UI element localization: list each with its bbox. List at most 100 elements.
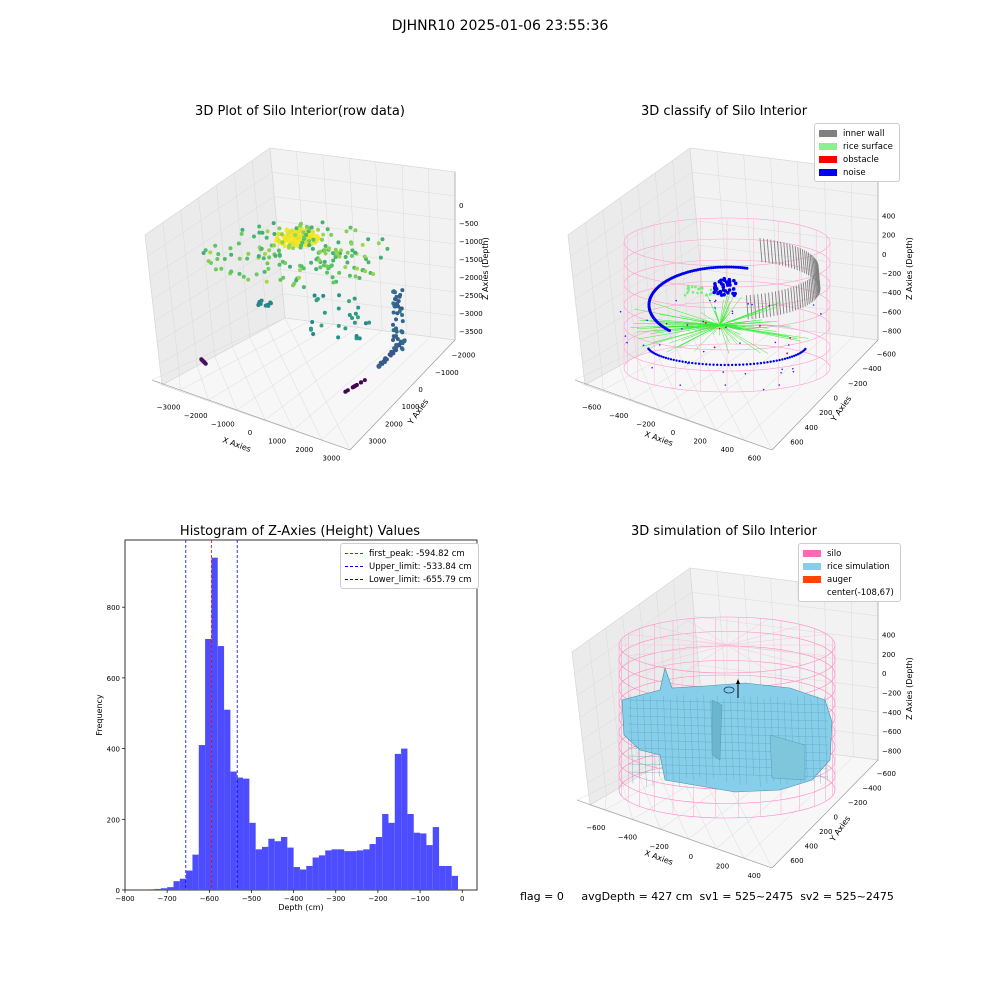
rice-surface-points [712,324,721,335]
data-point [355,315,360,320]
data-point [380,237,385,242]
data-point [203,248,208,253]
data-point [352,320,357,325]
data-point [307,243,312,248]
data-point [336,306,341,311]
rice-surface-points [698,287,702,290]
data-point [278,277,283,282]
data-point [321,293,326,298]
noise-points [719,363,723,367]
rice-surface-points [686,291,689,295]
data-point [391,322,396,327]
inner-wall-points [816,270,820,295]
x-tick-label: −600 [582,403,601,411]
z-tick-label: −500 [459,220,478,228]
data-point [355,266,360,271]
data-point [241,274,246,279]
data-point [276,248,281,253]
data-point [322,310,327,315]
data-point [322,247,327,252]
data-point [311,332,316,337]
data-point [399,329,404,334]
noise-points [729,265,733,269]
rice-surface-points [681,324,721,342]
data-point [362,254,367,259]
rice-surface-points [701,286,704,290]
noise-points [793,354,796,358]
inner-wall-points [793,286,797,311]
x-tick-label: −400 [284,895,303,903]
z-tick-label: −2000 [459,274,483,282]
rice-surface-points [709,288,713,292]
noise-points [672,358,675,362]
rice-surface-points [687,289,690,292]
mesh-line [737,699,741,786]
data-point [319,323,324,328]
x-tick-label: −3000 [157,403,181,411]
histogram-bar [318,855,326,890]
panel1-title: 3D Plot of Silo Interior(row data) [195,104,405,119]
histogram-ylabel: Frequency [95,694,104,736]
panel1-zlabel: Z Axies (Depth) [481,237,490,300]
inner-wall-points [787,288,791,313]
noise-points [705,363,708,366]
data-point [287,264,292,269]
data-point [254,272,259,277]
data-point [316,227,321,232]
data-point [400,288,405,293]
data-point [315,297,320,302]
y-tick-label: −600 [877,770,896,778]
y-tick-label: 0 [834,395,838,403]
noise-points [724,384,727,386]
z-tick-label: −400 [882,289,901,297]
rice-surface-points [686,284,690,288]
data-point [349,241,354,246]
noise-points [719,278,723,283]
data-point [264,279,269,284]
mesh-line [656,700,660,777]
inner-wall-points [783,242,787,267]
noise-points [686,324,689,326]
data-point [336,323,341,328]
x-tick-label: −400 [618,834,637,842]
inner-wall-points [802,282,806,307]
noise-points [794,353,798,357]
data-point [394,348,399,353]
mesh-line [649,695,654,787]
inner-wall-points [807,252,811,277]
rice-surface-points [691,290,695,294]
rice-surface-points [676,324,721,349]
noise-points [775,359,778,362]
data-point [400,341,405,346]
data-point [262,251,267,256]
noise-points [781,358,784,361]
data-point [271,243,276,248]
rice-surface-points [654,324,721,332]
data-point [301,266,306,271]
z-tick-label: 0 [882,251,886,259]
noise-points [752,362,756,366]
rice-surface-points [719,324,798,340]
noise-points [702,320,705,323]
noise-points [660,355,663,358]
data-point [306,229,311,234]
data-point [201,251,206,256]
noise-points [774,341,777,344]
data-point [264,235,269,240]
rice-surface-points [719,313,727,326]
data-point [345,260,350,265]
noise-points [732,278,736,283]
legend-obstacle: obstacle [819,153,893,166]
noise-points [772,360,775,363]
data-point [394,294,399,299]
data-point [262,269,267,274]
histogram-ticks: −800 −700 −600 −500 −400 −300 −200 −100 0 0 200 400… [107,604,465,903]
data-point [363,269,368,274]
inner-wall-points [810,277,814,302]
data-point [353,250,358,255]
inner-wall-points [817,268,820,294]
data-point [261,256,266,261]
noise-points [720,265,724,269]
data-point [353,383,358,388]
data-point [240,227,245,232]
